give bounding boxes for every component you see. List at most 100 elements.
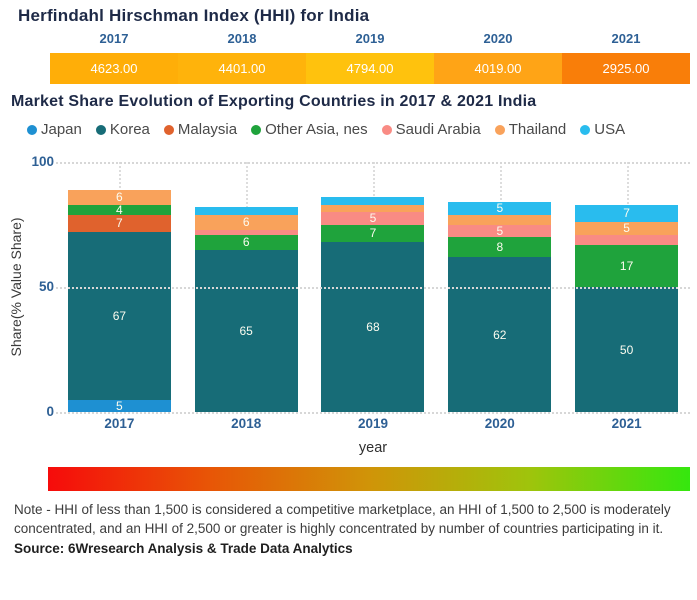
x-tick-label: 2019 bbox=[357, 416, 389, 431]
plot-area: 5 67 7 4 6 65 6 6 68 7 5 62 8 5 5 50 17 5 7 bbox=[56, 162, 690, 414]
bar-segment-value: 7 bbox=[623, 206, 630, 221]
x-tick-label: 2018 bbox=[231, 416, 262, 431]
bar-segment[interactable]: 6 bbox=[67, 189, 171, 205]
y-tick-label: 100 bbox=[31, 154, 54, 169]
source-text: Source: 6Wresearch Analysis & Trade Data… bbox=[14, 541, 353, 557]
bar-segment[interactable] bbox=[448, 214, 552, 225]
legend-label: USA bbox=[594, 121, 626, 138]
legend-item[interactable]: Malaysia bbox=[163, 121, 237, 138]
legend-item[interactable]: Thailand bbox=[494, 121, 567, 138]
legend-item[interactable]: Japan bbox=[27, 121, 82, 138]
bar-segment-value: 6 bbox=[116, 190, 123, 204]
stacked-bar-2021: 50 17 5 7 bbox=[575, 204, 679, 412]
bar-segment-value: 5 bbox=[369, 211, 377, 226]
legend-dot-icon bbox=[95, 124, 106, 135]
bar-segment-value: 5 bbox=[496, 223, 504, 238]
bar-segment-value: 50 bbox=[619, 342, 634, 357]
bar-segment[interactable]: 5 bbox=[448, 223, 552, 238]
bar-segment[interactable]: 5 bbox=[575, 221, 679, 236]
plot-bars: 5 67 7 4 6 65 6 6 68 7 5 62 8 5 5 50 17 5 7 bbox=[56, 162, 690, 412]
bar-segment[interactable] bbox=[194, 229, 298, 235]
bar-segment[interactable]: 8 bbox=[448, 237, 552, 257]
note-text: Note - HHI of less than 1,500 is conside… bbox=[14, 502, 671, 536]
bar-segment[interactable]: 7 bbox=[67, 214, 171, 232]
bar-segment[interactable]: 6 bbox=[194, 214, 298, 230]
legend-dot-icon bbox=[251, 124, 262, 135]
bar-segment[interactable] bbox=[321, 197, 425, 205]
bar-segment[interactable]: 5 bbox=[321, 211, 425, 226]
bar-segment-value: 8 bbox=[496, 240, 504, 254]
hhi-cell[interactable]: 4623.00 bbox=[50, 53, 178, 84]
legend-label: Saudi Arabia bbox=[395, 121, 481, 138]
gridline-50 bbox=[56, 287, 690, 289]
bar-segment[interactable]: 6 bbox=[194, 234, 298, 250]
hhi-strip: 2017 2018 2019 2020 2021 4623.00 4401.00 4794.… bbox=[50, 31, 690, 84]
bar-segment-value: 6 bbox=[242, 215, 250, 229]
bar-segment[interactable]: 7 bbox=[575, 204, 679, 222]
x-axis-title: year bbox=[358, 440, 388, 456]
hhi-cell[interactable]: 4401.00 bbox=[178, 53, 306, 84]
hhi-title: Herfindahl Hirschman Index (HHI) for Ind… bbox=[18, 6, 370, 25]
bar-slot: 62 8 5 5 bbox=[436, 162, 563, 412]
legend-dot-icon bbox=[27, 124, 37, 135]
bar-segment-value: 65 bbox=[239, 323, 253, 338]
bar-segment[interactable]: 67 bbox=[67, 232, 171, 400]
bar-segment-value: 7 bbox=[116, 216, 123, 231]
legend-item[interactable]: Other Asia, nes bbox=[251, 121, 368, 138]
hhi-years-row: 2017 2018 2019 2020 2021 bbox=[50, 31, 690, 46]
legend-item[interactable]: Saudi Arabia bbox=[381, 121, 481, 138]
market-share-title: Market Share Evolution of Exporting Coun… bbox=[11, 93, 537, 110]
bar-segment[interactable]: 62 bbox=[448, 257, 552, 412]
hhi-cell[interactable]: 4019.00 bbox=[434, 53, 562, 84]
bar-segment[interactable]: 4 bbox=[67, 202, 171, 217]
hhi-year-label: 2017 bbox=[99, 31, 129, 46]
stacked-bar-2020: 62 8 5 5 bbox=[448, 201, 552, 412]
bar-segment-value: 4 bbox=[116, 202, 123, 217]
stacked-bar-2019: 68 7 5 bbox=[321, 197, 425, 412]
legend-label: Korea bbox=[109, 121, 150, 138]
footer: Note - HHI of less than 1,500 is conside… bbox=[14, 501, 690, 559]
bar-segment-value: 5 bbox=[623, 221, 630, 236]
bar-segment-value: 5 bbox=[116, 398, 123, 413]
stacked-bar-2017: 5 67 7 4 6 bbox=[67, 189, 171, 413]
bar-segment[interactable]: 68 bbox=[321, 242, 425, 412]
bar-segment[interactable]: 7 bbox=[321, 224, 425, 242]
x-tick-label: 2017 bbox=[104, 416, 135, 431]
bar-segment-value: 6 bbox=[242, 235, 250, 249]
bar-segment-value: 7 bbox=[369, 226, 377, 241]
bar-slot: 5 67 7 4 6 bbox=[56, 162, 183, 412]
y-tick-label: 0 bbox=[46, 404, 54, 419]
hhi-year-label: 2019 bbox=[355, 31, 385, 46]
x-tick-label: 2021 bbox=[611, 416, 642, 431]
legend-label: Thailand bbox=[508, 121, 567, 138]
bar-segment-value: 5 bbox=[496, 201, 504, 216]
color-gradient-legend bbox=[48, 467, 690, 491]
hhi-cell[interactable]: 2925.00 bbox=[562, 53, 690, 84]
bar-segment[interactable] bbox=[575, 234, 679, 245]
bar-segment[interactable]: 5 bbox=[448, 201, 552, 216]
bar-segment[interactable]: 17 bbox=[575, 244, 679, 287]
hhi-year-label: 2021 bbox=[611, 31, 641, 46]
hhi-cell[interactable]: 4794.00 bbox=[306, 53, 434, 84]
gridline-0 bbox=[56, 412, 690, 414]
legend-item[interactable]: Korea bbox=[95, 121, 150, 138]
gridline-100 bbox=[56, 162, 690, 164]
legend-item[interactable]: USA bbox=[580, 121, 625, 138]
chart-legend: Japan Korea Malaysia Other Asia, nes Saudi A… bbox=[27, 121, 692, 138]
y-tick-label: 50 bbox=[38, 279, 54, 294]
stacked-bar-2018: 65 6 6 bbox=[194, 207, 298, 412]
legend-label: Japan bbox=[41, 121, 82, 138]
hhi-year-label: 2020 bbox=[483, 31, 513, 46]
hhi-value-bar: 4623.00 4401.00 4794.00 4019.00 2925.00 bbox=[50, 53, 690, 84]
bar-segment[interactable]: 50 bbox=[575, 287, 679, 412]
hhi-year-label: 2018 bbox=[227, 31, 257, 46]
legend-dot-icon bbox=[163, 124, 174, 135]
bar-segment[interactable]: 65 bbox=[194, 249, 298, 412]
bar-segment[interactable]: 5 bbox=[67, 398, 171, 413]
bar-segment[interactable] bbox=[321, 204, 425, 212]
legend-dot-icon bbox=[494, 124, 505, 135]
bar-slot: 50 17 5 7 bbox=[563, 162, 690, 412]
bar-segment[interactable] bbox=[194, 207, 298, 215]
bar-segment-value: 67 bbox=[112, 308, 127, 323]
bar-segment-value: 62 bbox=[493, 327, 507, 342]
